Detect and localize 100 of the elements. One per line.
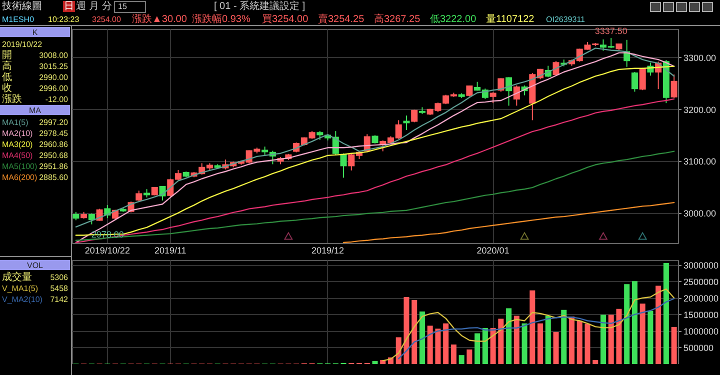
bar bbox=[514, 316, 520, 364]
text: 低 bbox=[2, 72, 12, 83]
annotation: 3337.50 bbox=[594, 26, 628, 36]
y-tick-label: 1500000 bbox=[684, 310, 719, 320]
text: 月 bbox=[89, 1, 99, 12]
text: MA1(5) bbox=[2, 117, 28, 128]
y-tick-label: 3100.00 bbox=[684, 156, 716, 167]
bar bbox=[576, 320, 582, 364]
text: 15 bbox=[118, 1, 127, 12]
candlestick bbox=[670, 74, 678, 98]
text: M1ESH0 bbox=[2, 14, 34, 25]
bar bbox=[632, 281, 638, 364]
bar bbox=[561, 310, 567, 364]
text: 賣3254.25 bbox=[318, 14, 364, 25]
bar bbox=[435, 328, 441, 364]
bar bbox=[545, 316, 551, 364]
y-tick-label: 2000000 bbox=[684, 293, 719, 304]
text: 週 bbox=[76, 1, 86, 12]
candlestick bbox=[88, 212, 95, 225]
y-tick-label: 2500000 bbox=[684, 276, 719, 287]
x-tick-label: 2020/01 bbox=[476, 246, 510, 256]
text: MA6(200) bbox=[2, 172, 38, 183]
text: V_MA1(5) bbox=[2, 283, 38, 294]
bar bbox=[608, 314, 614, 364]
bar bbox=[458, 355, 464, 364]
text: 5306 bbox=[50, 273, 68, 282]
text: V_MA2(10) bbox=[2, 294, 42, 305]
text: 漲跌幅0.93% bbox=[192, 14, 250, 25]
text: 2019/10/22 bbox=[2, 39, 42, 50]
text: 漲跌 bbox=[2, 94, 22, 105]
text: 2990.00 bbox=[39, 73, 68, 82]
bar bbox=[474, 333, 480, 364]
text: 日 bbox=[63, 1, 75, 12]
y-tick-label: 500000 bbox=[684, 342, 714, 353]
text: 高 bbox=[2, 61, 12, 72]
candlestick bbox=[513, 84, 520, 106]
y-tick-label: 3300.00 bbox=[684, 53, 716, 63]
text: -12.00 bbox=[45, 95, 68, 104]
text: 7142 bbox=[50, 295, 68, 304]
text: MA3(20) bbox=[2, 139, 33, 150]
bar bbox=[412, 300, 418, 364]
y-tick-label: 3200.00 bbox=[684, 104, 716, 115]
bar bbox=[663, 262, 669, 364]
text: 5458 bbox=[50, 284, 68, 293]
candlestick bbox=[136, 190, 142, 202]
bar bbox=[450, 344, 456, 364]
candlestick bbox=[498, 78, 504, 92]
text: 2978.45 bbox=[39, 129, 68, 138]
text: 3008.00 bbox=[39, 51, 68, 60]
y-tick-label: 3000.00 bbox=[684, 208, 716, 218]
bar bbox=[372, 361, 378, 364]
text: MA4(50) bbox=[2, 150, 33, 161]
line-series bbox=[75, 98, 675, 244]
candlestick bbox=[411, 109, 418, 123]
bar bbox=[530, 290, 536, 364]
bar bbox=[648, 310, 654, 364]
text: 10:23:23 bbox=[48, 14, 80, 25]
text: 成交量 bbox=[2, 272, 32, 283]
text: 3254.00 bbox=[92, 14, 121, 25]
candlestick bbox=[490, 92, 496, 104]
x-tick-label: 2019/11 bbox=[154, 246, 186, 256]
bar bbox=[616, 308, 622, 364]
text: 2997.20 bbox=[39, 118, 68, 127]
text: 買3254.00 bbox=[262, 14, 308, 25]
bar bbox=[640, 304, 646, 364]
y-tick-label: 3000000 bbox=[684, 260, 719, 270]
bar bbox=[482, 328, 488, 364]
text: 2950.68 bbox=[39, 151, 68, 160]
text: MA2(10) bbox=[2, 128, 33, 139]
text: OI2639311 bbox=[546, 14, 585, 25]
text: 2996.00 bbox=[39, 84, 68, 93]
bar bbox=[538, 323, 544, 364]
bar bbox=[490, 328, 496, 364]
bar bbox=[404, 296, 410, 364]
line-series bbox=[75, 150, 675, 242]
text: 2951.86 bbox=[39, 162, 68, 171]
bar bbox=[600, 314, 606, 364]
bar bbox=[419, 312, 425, 364]
line-series bbox=[382, 288, 675, 362]
text: 2885.60 bbox=[39, 173, 68, 182]
bar bbox=[624, 284, 630, 364]
text: [ 01 - 系統建議設定 ] bbox=[214, 1, 306, 12]
bar bbox=[498, 318, 504, 364]
candlestick bbox=[631, 72, 638, 92]
bar bbox=[522, 323, 528, 364]
line-series bbox=[342, 202, 675, 244]
x-tick-label: 2019/10/22 bbox=[84, 246, 130, 256]
candlestick bbox=[340, 152, 347, 178]
bar bbox=[584, 324, 590, 364]
y-tick-label: 1000000 bbox=[684, 326, 719, 336]
text: 分 bbox=[102, 1, 112, 12]
bar bbox=[443, 323, 449, 364]
text: 2960.86 bbox=[39, 140, 68, 149]
text: 高3267.25 bbox=[374, 14, 420, 25]
text: 漲跌▲30.00 bbox=[132, 14, 187, 25]
text: 3015.25 bbox=[39, 62, 68, 71]
x-tick-label: 2019/12 bbox=[312, 246, 344, 256]
bar bbox=[656, 286, 662, 364]
bar bbox=[671, 327, 677, 364]
text: 技術線圖 bbox=[2, 1, 42, 12]
